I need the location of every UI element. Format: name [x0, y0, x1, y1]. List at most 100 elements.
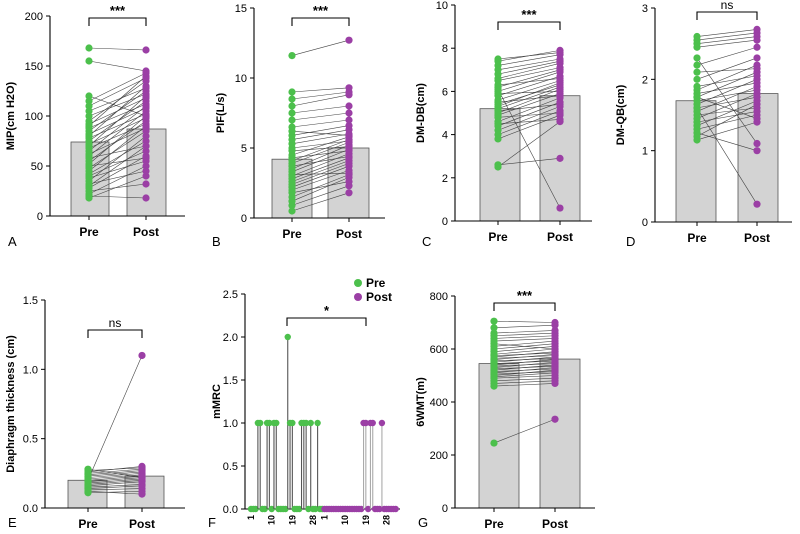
y-tick-label: 15	[235, 3, 247, 15]
paired-line	[291, 157, 350, 180]
post-point	[142, 162, 150, 170]
post-point	[345, 137, 353, 145]
paired-line	[497, 101, 561, 127]
x-tick-label: 28	[308, 515, 318, 525]
post-point	[753, 104, 761, 112]
pre-point	[85, 102, 93, 110]
paired-line	[696, 107, 758, 116]
paired-line	[493, 335, 556, 339]
pre-point	[490, 317, 498, 325]
paired-line	[291, 112, 350, 121]
paired-line	[88, 183, 147, 192]
pre-point	[252, 505, 259, 513]
post-point	[556, 115, 564, 124]
paired-line	[88, 145, 147, 187]
pre-point	[490, 439, 498, 447]
paired-line	[696, 79, 758, 105]
legend-pre-label: Pre	[366, 276, 386, 290]
x-tick-label: 19	[361, 515, 371, 525]
paired-line	[696, 89, 758, 102]
paired-line	[88, 60, 147, 72]
post-point	[556, 109, 564, 117]
paired-line	[696, 93, 758, 119]
significance-label: *	[324, 303, 330, 318]
panel-E: 0.0 0.5 1.0 1.5 Pre Post Diaphragm thickness (…	[5, 295, 185, 531]
y-tick-label: 400	[430, 397, 448, 409]
paired-line	[87, 475, 143, 481]
paired-line	[696, 96, 758, 119]
paired-line	[291, 136, 350, 156]
post-point	[138, 490, 146, 498]
post-point	[551, 326, 559, 335]
panel-C: 0 2 4 6 8 10 Pre Post DM-DB(cm) C ***	[415, 0, 592, 249]
panel-letter: A	[8, 234, 17, 249]
paired-line	[493, 368, 556, 372]
post-point	[753, 86, 761, 94]
paired-line	[88, 157, 147, 167]
pre-point	[84, 487, 92, 495]
pre-point	[693, 68, 701, 76]
significance-label: ***	[110, 3, 126, 18]
post-point	[142, 137, 150, 145]
paired-line	[696, 86, 758, 112]
paired-line	[291, 150, 350, 159]
panel-B: 0 5 10 15 Pre Post PIF(L/s) B ***	[212, 3, 385, 249]
paired-line	[696, 132, 758, 151]
post-point	[753, 65, 761, 73]
paired-line	[696, 82, 758, 94]
post-point	[142, 74, 150, 82]
post-point	[753, 200, 761, 208]
post-point	[753, 147, 761, 155]
paired-line	[87, 474, 143, 480]
legend-post-label: Post	[366, 290, 392, 304]
post-point	[142, 172, 150, 180]
paired-line	[291, 125, 350, 136]
paired-line	[497, 121, 561, 168]
paired-line	[291, 177, 350, 202]
paired-line	[497, 119, 561, 125]
paired-line	[88, 117, 147, 145]
x-category-label: Pre	[484, 517, 504, 531]
paired-line	[493, 332, 556, 337]
pre-point	[84, 476, 92, 484]
pre-point	[273, 419, 280, 427]
y-axis-label: DM-DB(cm)	[415, 83, 427, 143]
post-point	[551, 318, 559, 327]
significance-label: ***	[521, 7, 537, 22]
x-tick-label: 1	[246, 515, 256, 520]
significance-bracket	[87, 329, 143, 338]
paired-line	[497, 54, 561, 66]
post-point	[345, 169, 353, 177]
pre-point	[288, 116, 296, 124]
post-point	[142, 112, 150, 120]
paired-line	[497, 110, 561, 135]
paired-line	[497, 67, 561, 81]
paired-line	[493, 352, 556, 356]
pre-point	[85, 117, 93, 125]
paired-line	[696, 111, 758, 123]
pre-point	[307, 419, 314, 427]
x-category-label: Post	[336, 227, 362, 241]
y-tick-label: 5	[241, 143, 247, 155]
y-tick-label: 2	[442, 173, 448, 185]
y-tick-label: 0	[642, 217, 648, 229]
x-category-label: Pre	[282, 227, 302, 241]
post-point	[551, 345, 559, 353]
significance-bracket	[493, 302, 556, 311]
pre-point	[288, 52, 296, 60]
paired-line	[291, 87, 350, 93]
paired-line	[497, 63, 561, 79]
paired-line	[493, 372, 556, 378]
pre-point	[288, 88, 296, 96]
y-axis-label: DM-QB(cm)	[615, 84, 627, 145]
y-tick-label: 6	[442, 86, 448, 98]
pre-point	[314, 419, 321, 427]
paired-line	[291, 105, 350, 114]
paired-line	[88, 123, 147, 149]
post-point	[142, 132, 150, 140]
paired-line	[88, 72, 147, 102]
post-point	[142, 84, 150, 92]
x-category-label: Pre	[79, 225, 99, 239]
pre-point	[693, 93, 701, 101]
y-tick-label: 0.5	[223, 461, 238, 473]
